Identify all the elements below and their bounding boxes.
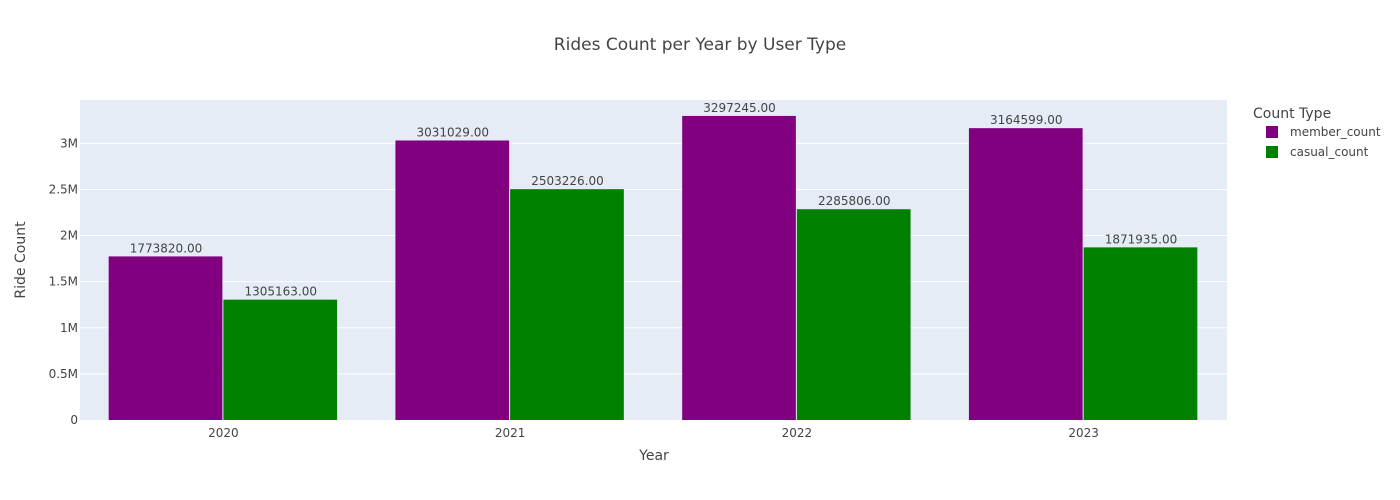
bar-casual_count-2020[interactable] [223,299,338,420]
x-axis-ticks: 2020 2021 2022 2023 [208,426,1099,440]
x-tick-label: 2023 [1068,426,1099,440]
legend-title: Count Type [1253,106,1331,122]
bar-member_count-2022[interactable] [682,115,796,420]
bar-member_count-2021[interactable] [395,140,510,420]
bar-casual_count-2023[interactable] [1083,247,1198,420]
y-tick-label: 1M [60,321,78,335]
chart-title: Rides Count per Year by User Type [554,35,846,55]
bar-member_count-2020[interactable] [108,256,223,420]
data-labels: 1773820.00 1305163.00 3031029.00 2503226.00… [130,101,1177,299]
x-tick-label: 2021 [495,426,526,440]
data-label: 3031029.00 [417,125,490,139]
legend-label-casual_count: casual_count [1290,145,1369,159]
x-axis-title: Year [638,448,669,464]
data-label: 1305163.00 [244,285,317,299]
y-tick-label: 0.5M [49,367,78,381]
y-axis-title: Ride Count [13,221,29,299]
data-label: 1773820.00 [130,241,203,255]
x-tick-label: 2022 [782,426,813,440]
legend: Count Type member_count casual_count [1253,106,1381,159]
y-tick-label: 1.5M [49,275,78,289]
y-tick-label: 0 [70,413,78,427]
y-axis-ticks: 0 0.5M 1M 1.5M 2M 2.5M 3M [49,136,78,427]
y-tick-label: 2.5M [49,182,78,196]
data-label: 1871935.00 [1105,232,1178,246]
x-tick-label: 2020 [208,426,239,440]
bar-casual_count-2022[interactable] [796,209,911,420]
legend-swatch-member_count [1266,126,1278,138]
data-label: 3164599.00 [990,113,1063,127]
bars[interactable] [108,115,1198,420]
data-label: 3297245.00 [703,101,776,115]
y-tick-label: 3M [60,136,78,150]
y-tick-label: 2M [60,229,78,243]
legend-label-member_count: member_count [1290,125,1381,139]
bar-casual_count-2021[interactable] [510,189,624,420]
data-label: 2285806.00 [818,194,891,208]
bar-member_count-2023[interactable] [968,128,1083,420]
data-label: 2503226.00 [531,174,604,188]
legend-swatch-casual_count [1266,146,1278,158]
